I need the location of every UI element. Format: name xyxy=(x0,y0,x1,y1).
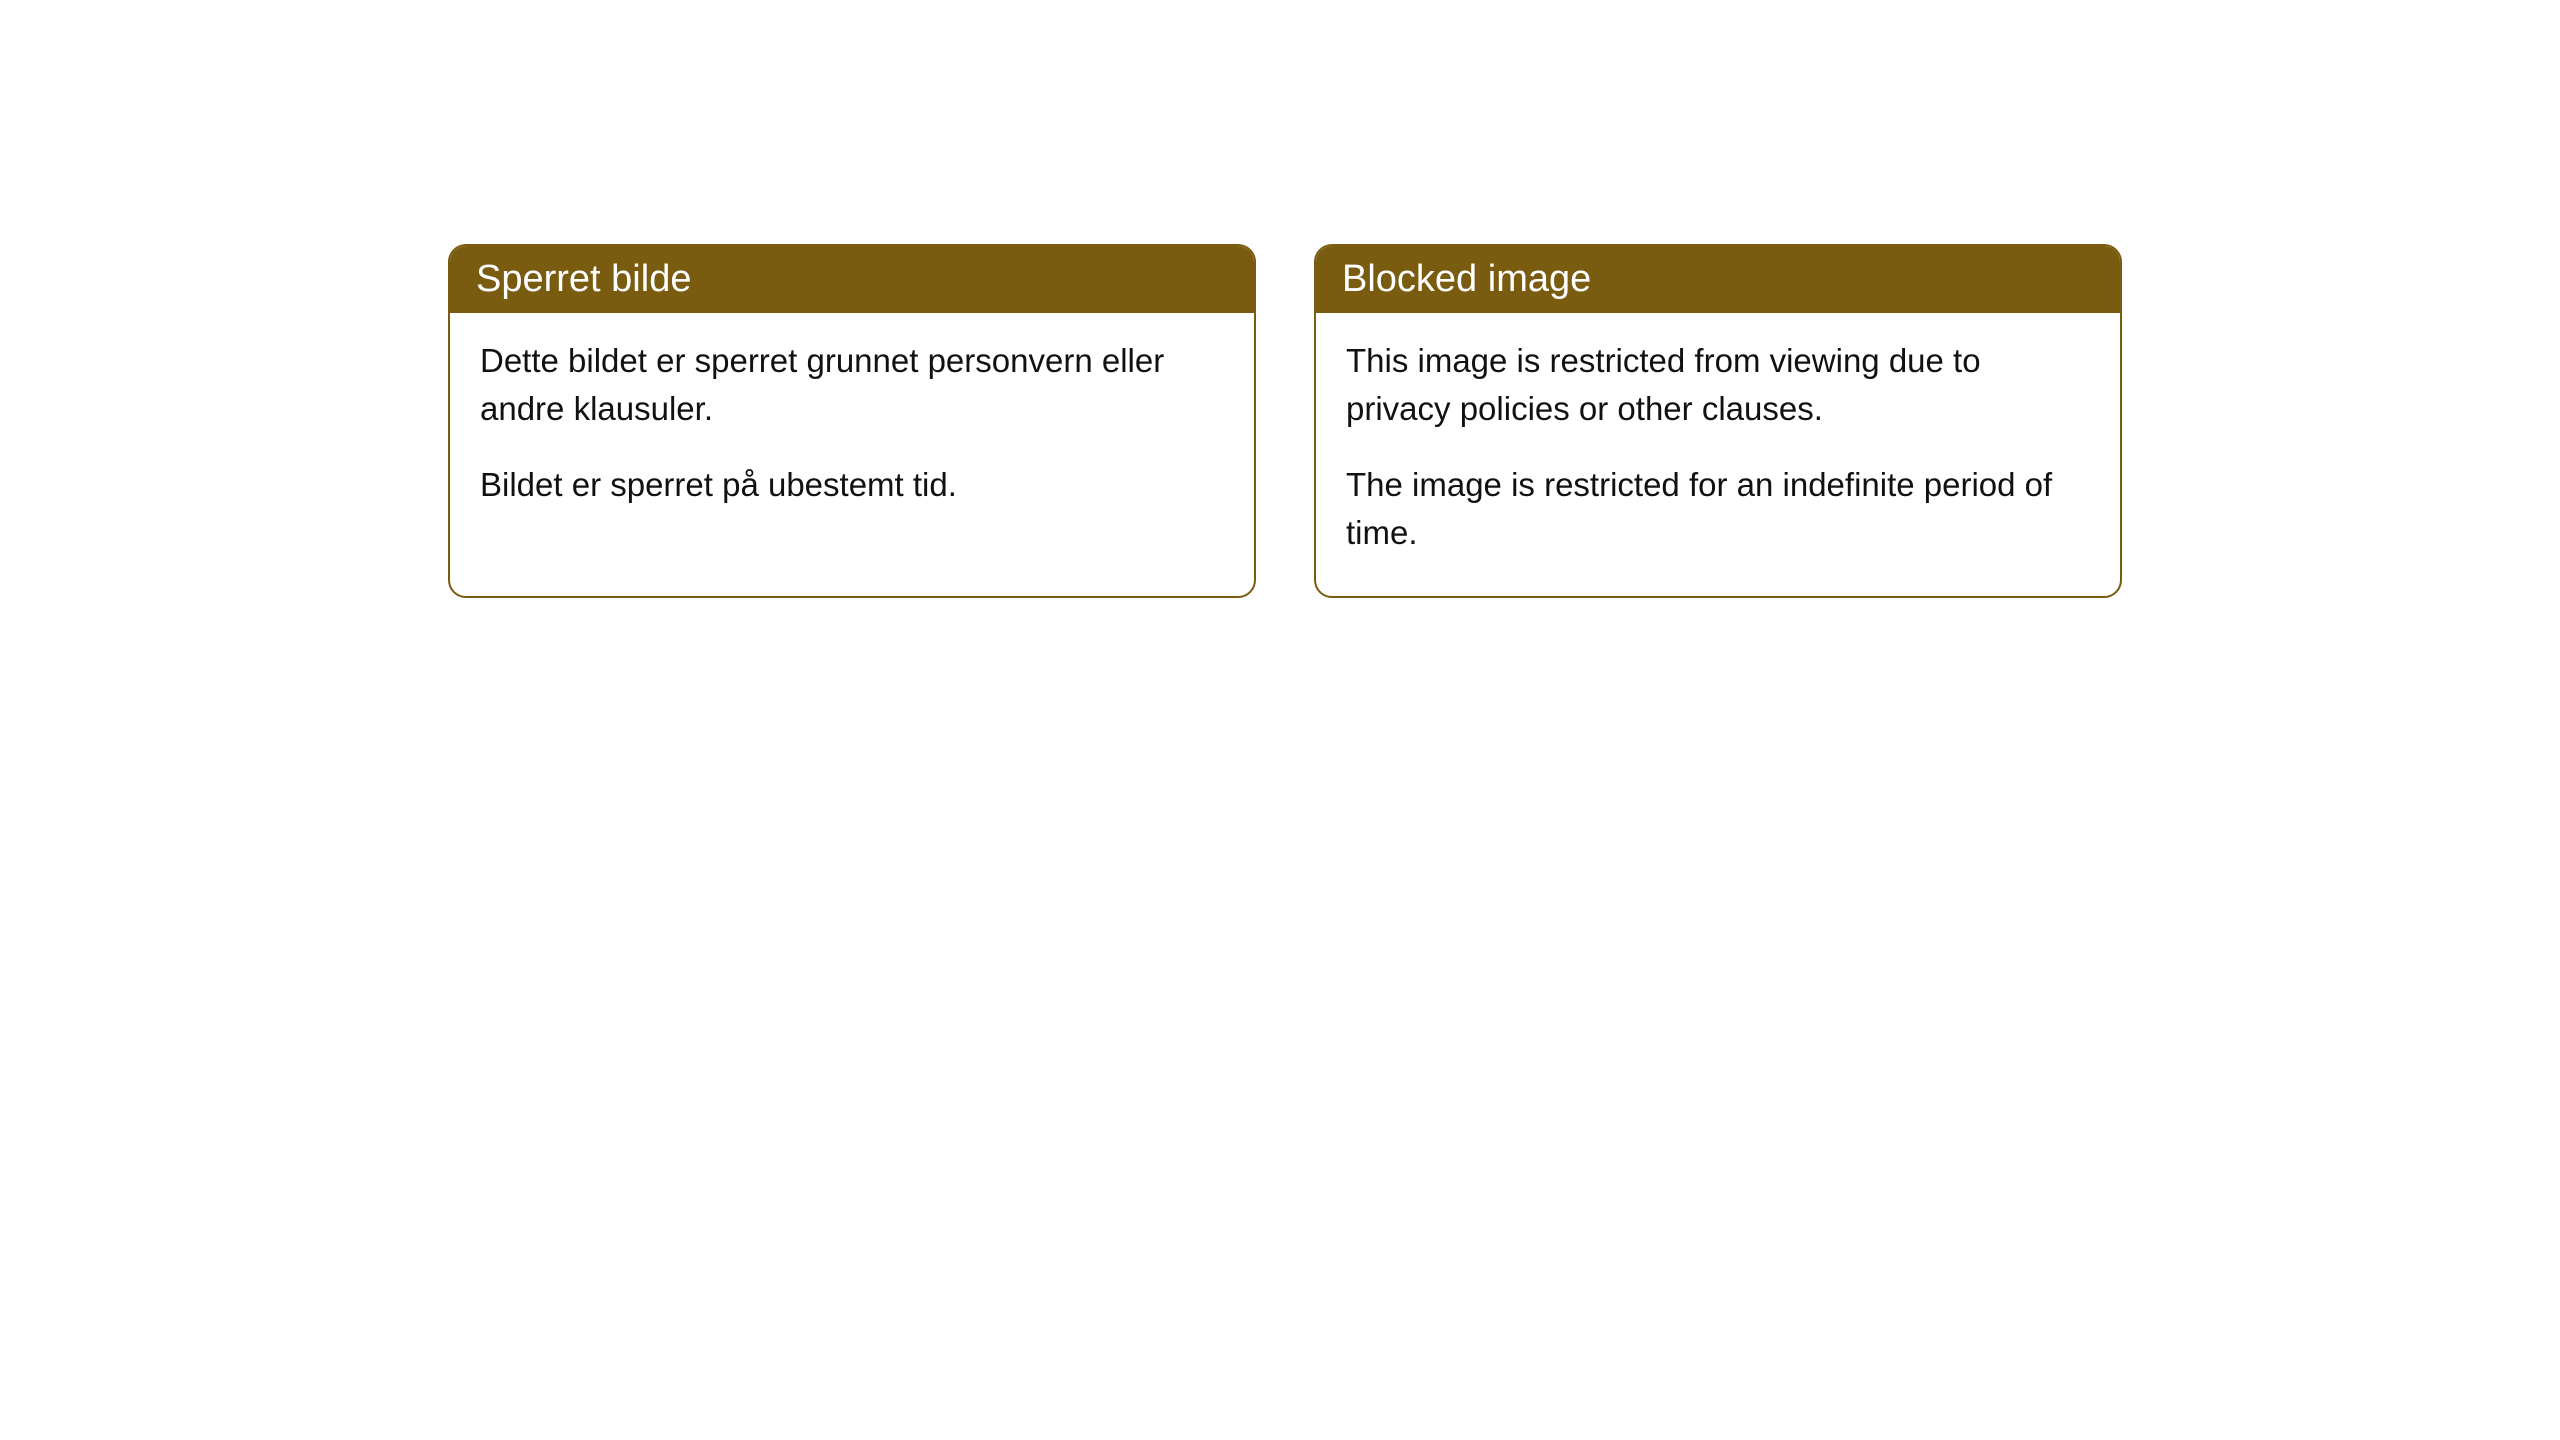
card-body-english: This image is restricted from viewing du… xyxy=(1316,313,2120,596)
card-header-norwegian: Sperret bilde xyxy=(450,246,1254,313)
card-header-english: Blocked image xyxy=(1316,246,2120,313)
card-body-norwegian: Dette bildet er sperret grunnet personve… xyxy=(450,313,1254,549)
card-para1-english: This image is restricted from viewing du… xyxy=(1346,337,2090,433)
cards-container: Sperret bilde Dette bildet er sperret gr… xyxy=(0,0,2560,598)
card-norwegian: Sperret bilde Dette bildet er sperret gr… xyxy=(448,244,1256,598)
card-para1-norwegian: Dette bildet er sperret grunnet personve… xyxy=(480,337,1224,433)
card-para2-english: The image is restricted for an indefinit… xyxy=(1346,461,2090,557)
card-english: Blocked image This image is restricted f… xyxy=(1314,244,2122,598)
card-para2-norwegian: Bildet er sperret på ubestemt tid. xyxy=(480,461,1224,509)
